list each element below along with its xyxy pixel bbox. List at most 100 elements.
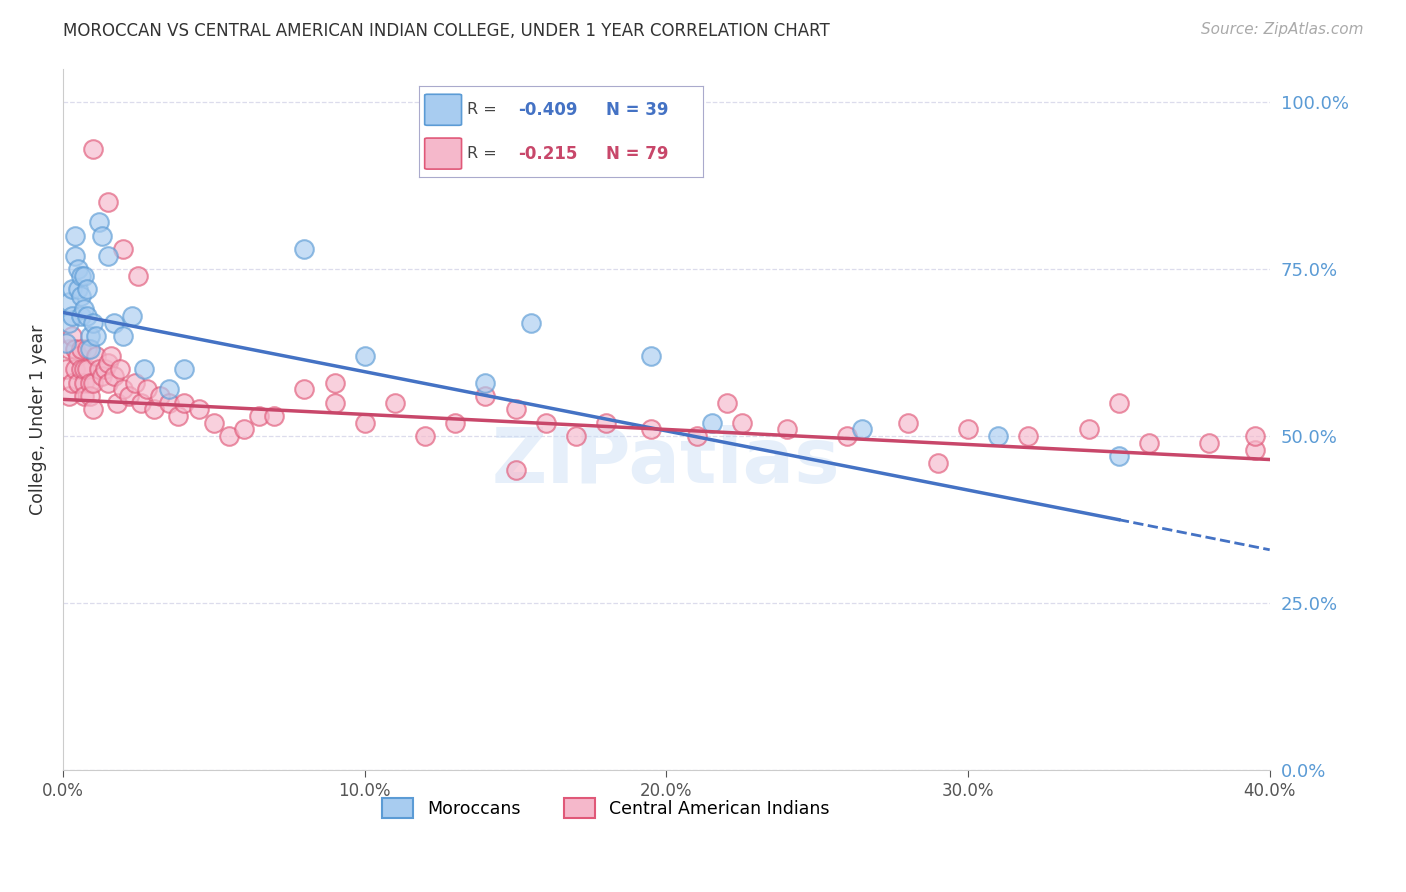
Text: ZIPatlas: ZIPatlas	[492, 425, 841, 499]
Point	[79, 376, 101, 390]
Point	[97, 195, 120, 210]
Point	[89, 215, 111, 229]
Point	[148, 389, 170, 403]
Point	[413, 429, 436, 443]
Point	[58, 343, 80, 357]
Point	[134, 362, 156, 376]
Point	[58, 389, 80, 403]
Point	[112, 382, 135, 396]
Point	[1243, 429, 1265, 443]
Point	[263, 409, 285, 423]
Point	[79, 329, 101, 343]
Point	[731, 416, 754, 430]
Point	[73, 362, 96, 376]
Point	[218, 429, 240, 443]
Point	[55, 362, 77, 376]
Point	[640, 349, 662, 363]
Point	[73, 302, 96, 317]
Point	[91, 369, 114, 384]
Point	[100, 349, 122, 363]
Point	[84, 329, 107, 343]
Point	[474, 389, 496, 403]
Point	[105, 395, 128, 409]
Point	[67, 262, 90, 277]
Point	[70, 343, 93, 357]
Point	[1198, 435, 1220, 450]
Point	[384, 395, 406, 409]
Point	[58, 295, 80, 310]
Point	[700, 416, 723, 430]
Point	[323, 395, 346, 409]
Point	[70, 268, 93, 283]
Point	[127, 268, 149, 283]
Point	[89, 362, 111, 376]
Point	[851, 422, 873, 436]
Point	[67, 349, 90, 363]
Point	[91, 228, 114, 243]
Point	[79, 343, 101, 357]
Point	[97, 356, 120, 370]
Legend: Moroccans, Central American Indians: Moroccans, Central American Indians	[375, 791, 837, 825]
Point	[70, 362, 93, 376]
Point	[565, 429, 588, 443]
Point	[82, 142, 104, 156]
Point	[82, 376, 104, 390]
Point	[1108, 395, 1130, 409]
Point	[897, 416, 920, 430]
Point	[63, 228, 86, 243]
Point	[292, 382, 315, 396]
Point	[1077, 422, 1099, 436]
Point	[94, 362, 117, 376]
Point	[70, 289, 93, 303]
Point	[187, 402, 209, 417]
Point	[73, 268, 96, 283]
Point	[82, 402, 104, 417]
Point	[67, 376, 90, 390]
Point	[1243, 442, 1265, 457]
Point	[173, 395, 195, 409]
Point	[103, 316, 125, 330]
Point	[73, 376, 96, 390]
Point	[1108, 449, 1130, 463]
Point	[1137, 435, 1160, 450]
Point	[76, 343, 98, 357]
Text: Source: ZipAtlas.com: Source: ZipAtlas.com	[1201, 22, 1364, 37]
Y-axis label: College, Under 1 year: College, Under 1 year	[30, 325, 46, 515]
Point	[474, 376, 496, 390]
Point	[131, 395, 153, 409]
Point	[157, 395, 180, 409]
Point	[112, 242, 135, 256]
Point	[76, 309, 98, 323]
Point	[173, 362, 195, 376]
Point	[716, 395, 738, 409]
Point	[927, 456, 949, 470]
Point	[118, 389, 141, 403]
Point	[505, 402, 527, 417]
Point	[63, 362, 86, 376]
Point	[70, 309, 93, 323]
Point	[63, 343, 86, 357]
Point	[60, 282, 83, 296]
Point	[103, 369, 125, 384]
Point	[957, 422, 980, 436]
Point	[534, 416, 557, 430]
Point	[84, 349, 107, 363]
Point	[323, 376, 346, 390]
Point	[67, 282, 90, 296]
Point	[353, 416, 375, 430]
Point	[987, 429, 1010, 443]
Point	[136, 382, 159, 396]
Point	[837, 429, 859, 443]
Point	[97, 249, 120, 263]
Point	[166, 409, 188, 423]
Point	[233, 422, 256, 436]
Point	[142, 402, 165, 417]
Point	[595, 416, 617, 430]
Point	[353, 349, 375, 363]
Point	[202, 416, 225, 430]
Point	[73, 389, 96, 403]
Point	[63, 249, 86, 263]
Point	[60, 309, 83, 323]
Point	[776, 422, 799, 436]
Point	[640, 422, 662, 436]
